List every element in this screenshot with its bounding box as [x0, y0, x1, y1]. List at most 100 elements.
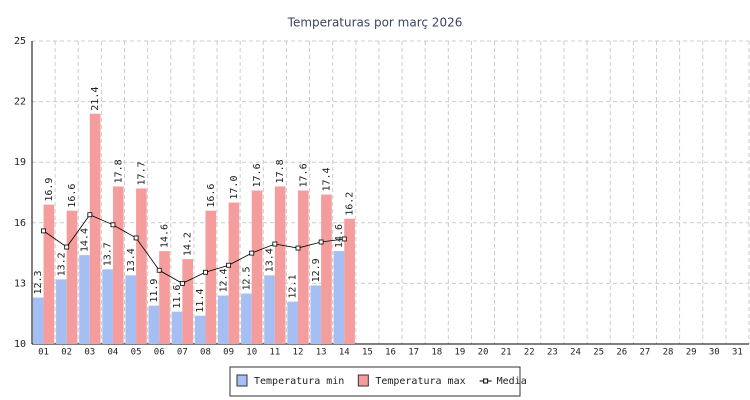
- legend-swatch: [236, 374, 248, 387]
- legend-swatch: [483, 378, 489, 384]
- value-label: 17.6: [252, 163, 263, 187]
- x-tick-label: 05: [131, 348, 142, 358]
- x-tick-label: 14: [339, 348, 350, 358]
- line-marker: [203, 269, 208, 275]
- y-tick-label: 22: [14, 97, 26, 108]
- value-label: 12.3: [33, 270, 44, 294]
- y-tick-label: 10: [14, 339, 26, 350]
- bar: [333, 251, 345, 344]
- x-tick-label: 27: [639, 348, 650, 358]
- line-marker: [318, 239, 324, 245]
- x-tick-label: 02: [61, 348, 72, 358]
- value-label: 13.4: [265, 248, 276, 272]
- x-tick-label: 25: [593, 348, 604, 358]
- legend-swatch: [357, 374, 369, 387]
- legend-box: [229, 366, 521, 397]
- x-tick-label: 11: [269, 348, 280, 358]
- bar: [228, 202, 240, 344]
- bar: [287, 301, 298, 344]
- value-label: 13.7: [103, 242, 114, 266]
- x-tick-label: 28: [663, 348, 674, 358]
- value-label: 17.0: [229, 176, 240, 200]
- x-tick-label: 13: [316, 348, 327, 358]
- value-label: 14.4: [80, 228, 91, 252]
- bar: [125, 275, 137, 344]
- value-label: 12.9: [311, 258, 322, 282]
- x-tick-label: 08: [200, 348, 211, 358]
- value-label: 13.4: [126, 248, 137, 272]
- x-tick-label: 30: [709, 348, 720, 358]
- x-tick-label: 01: [38, 348, 49, 358]
- x-tick-label: 31: [732, 348, 743, 358]
- bar: [274, 186, 286, 344]
- bar: [148, 305, 160, 344]
- value-label: 11.9: [149, 279, 160, 303]
- x-tick-label: 21: [501, 348, 512, 358]
- bar: [79, 255, 90, 344]
- x-tick-label: 04: [108, 348, 119, 358]
- bar: [344, 218, 355, 344]
- bar: [56, 279, 67, 344]
- bar: [136, 188, 147, 344]
- value-label: 21.4: [90, 87, 101, 111]
- value-label: 17.7: [136, 161, 147, 185]
- x-tick-label: 03: [84, 348, 95, 358]
- line-marker: [41, 228, 46, 234]
- value-label: 16.6: [206, 184, 217, 208]
- line: [43, 214, 345, 284]
- x-tick-label: 29: [686, 348, 697, 358]
- bar: [321, 194, 332, 344]
- bar: [264, 275, 275, 344]
- x-tick-label: 16: [385, 348, 396, 358]
- x-tick-label: 20: [478, 348, 489, 358]
- line-marker: [341, 236, 347, 242]
- y-tick-label: 25: [14, 36, 26, 47]
- legend-label: Temperatura max: [375, 376, 465, 387]
- line-marker: [295, 245, 301, 251]
- legend-label: Temperatura min: [254, 376, 344, 387]
- value-label: 14.6: [160, 224, 171, 248]
- value-label: 12.1: [288, 274, 299, 298]
- legend-label: Media: [497, 376, 527, 387]
- value-label: 17.8: [275, 159, 286, 183]
- x-tick-label: 09: [223, 348, 234, 358]
- x-tick-label: 12: [293, 348, 304, 358]
- bar: [182, 259, 193, 344]
- value-label: 11.4: [195, 289, 206, 313]
- line-marker: [179, 280, 185, 286]
- value-label: 14.6: [334, 224, 345, 248]
- value-label: 17.6: [298, 163, 309, 187]
- bar: [112, 186, 124, 344]
- value-label: 12.5: [241, 266, 252, 290]
- x-tick-label: 06: [154, 348, 165, 358]
- value-label: 12.4: [218, 268, 229, 292]
- bar: [205, 210, 217, 344]
- line-marker: [272, 241, 278, 247]
- x-tick-label: 15: [362, 348, 373, 358]
- line-marker: [156, 267, 162, 273]
- line-marker: [110, 222, 116, 228]
- value-label: 17.8: [113, 159, 124, 183]
- bar: [32, 297, 44, 344]
- x-tick-label: 17: [408, 348, 419, 358]
- value-label: 16.9: [44, 178, 55, 202]
- bar: [310, 285, 322, 344]
- bar: [43, 204, 55, 344]
- bar: [251, 190, 263, 344]
- bar: [217, 295, 229, 344]
- line-marker: [249, 250, 255, 256]
- bar: [66, 210, 78, 344]
- x-tick-label: 10: [246, 348, 257, 358]
- value-label: 13.2: [56, 252, 67, 276]
- bar: [194, 315, 206, 344]
- bar: [89, 113, 101, 344]
- chart-title: Temperaturas por març 2026: [287, 16, 463, 30]
- bar: [297, 190, 309, 344]
- bar: [159, 251, 170, 344]
- x-tick-label: 22: [524, 348, 535, 358]
- line-marker: [133, 235, 139, 241]
- bar: [241, 293, 252, 344]
- y-tick-label: 16: [14, 218, 26, 229]
- value-label: 17.4: [321, 167, 332, 191]
